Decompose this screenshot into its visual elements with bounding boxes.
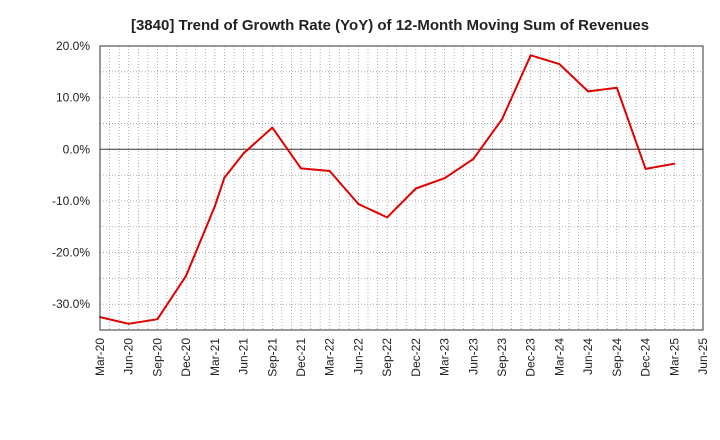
y-tick-label: -30.0% xyxy=(52,297,90,311)
x-tick-label: Sep-24 xyxy=(610,338,624,377)
data-point xyxy=(357,203,360,206)
x-tick-label: Jun-24 xyxy=(581,338,595,375)
data-point xyxy=(271,126,274,129)
y-tick-label: 20.0% xyxy=(56,39,90,53)
data-point xyxy=(328,169,331,172)
x-tick-label: Mar-21 xyxy=(208,338,222,376)
series-line xyxy=(99,54,675,325)
data-point xyxy=(213,205,216,208)
x-tick-label: Jun-21 xyxy=(237,338,251,375)
data-point xyxy=(156,318,159,321)
x-tick-label: Jun-20 xyxy=(122,338,136,375)
x-tick-label: Dec-22 xyxy=(409,338,423,377)
data-point xyxy=(501,118,503,121)
y-tick-label: 0.0% xyxy=(63,142,91,156)
y-tick-label: -20.0% xyxy=(52,246,90,260)
y-axis: 20.0% 10.0% 0.0% -10.0% -20.0% -30.0% xyxy=(52,39,90,311)
data-point xyxy=(300,167,302,170)
x-tick-label: Sep-22 xyxy=(380,338,394,377)
x-tick-label: Jun-23 xyxy=(466,338,480,375)
x-tick-label: Sep-21 xyxy=(265,338,279,377)
x-tick-label: Mar-25 xyxy=(667,338,681,376)
plot-frame xyxy=(99,45,704,331)
data-point xyxy=(644,167,647,170)
x-tick-label: Dec-24 xyxy=(639,338,653,377)
x-axis: Mar-20 Jun-20 Sep-20 Dec-20 Mar-21 Jun-21 Sep-… xyxy=(93,338,710,377)
data-point xyxy=(529,54,532,57)
x-tick-label: Dec-20 xyxy=(179,338,193,377)
x-tick-label: Dec-23 xyxy=(524,338,538,377)
x-tick-label: Sep-20 xyxy=(150,338,164,377)
x-tick-label: Mar-20 xyxy=(93,338,107,376)
data-point xyxy=(223,176,226,179)
data-point xyxy=(558,63,561,66)
data-point xyxy=(587,90,590,93)
x-tick-label: Dec-21 xyxy=(294,338,308,377)
x-tick-label: Jun-22 xyxy=(351,338,365,375)
x-tick-label: Mar-22 xyxy=(323,338,337,376)
data-point xyxy=(673,162,676,165)
x-tick-label: Mar-24 xyxy=(552,338,566,376)
data-point xyxy=(615,86,618,89)
data-point xyxy=(472,158,475,161)
data-point xyxy=(386,216,389,219)
grid-lines xyxy=(100,46,703,330)
data-point xyxy=(242,152,245,155)
x-tick-label: Sep-23 xyxy=(495,338,509,377)
x-tick-label: Jun-25 xyxy=(696,338,710,375)
data-point xyxy=(414,187,417,190)
data-point xyxy=(185,274,188,277)
data-point xyxy=(443,177,446,180)
data-point xyxy=(127,322,130,325)
y-tick-label: 10.0% xyxy=(56,91,90,105)
y-tick-label: -10.0% xyxy=(52,194,90,208)
x-tick-label: Mar-23 xyxy=(438,338,452,376)
chart-title: [3840] Trend of Growth Rate (YoY) of 12-… xyxy=(131,17,649,34)
